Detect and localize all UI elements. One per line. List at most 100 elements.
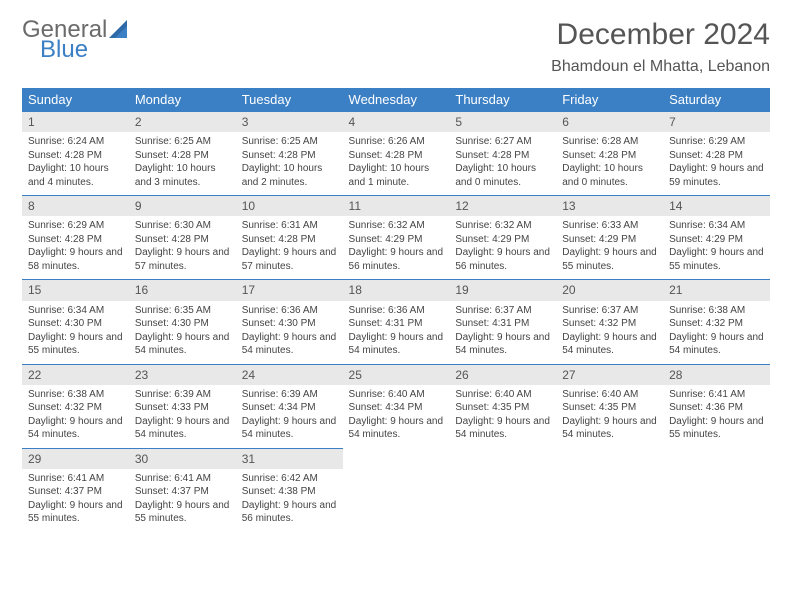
location: Bhamdoun el Mhatta, Lebanon xyxy=(551,58,770,76)
calendar-cell: 2Sunrise: 6:25 AMSunset: 4:28 PMDaylight… xyxy=(129,111,236,195)
weekday-header: Monday xyxy=(129,88,236,111)
calendar-cell: 19Sunrise: 6:37 AMSunset: 4:31 PMDayligh… xyxy=(449,279,556,363)
day-details: Sunrise: 6:40 AMSunset: 4:34 PMDaylight:… xyxy=(343,385,450,448)
calendar-cell: 4Sunrise: 6:26 AMSunset: 4:28 PMDaylight… xyxy=(343,111,450,195)
calendar-table: SundayMondayTuesdayWednesdayThursdayFrid… xyxy=(22,88,770,532)
daylight-text: Daylight: 9 hours and 59 minutes. xyxy=(669,162,764,189)
day-number: 11 xyxy=(343,195,450,216)
sunset-text: Sunset: 4:28 PM xyxy=(135,149,230,163)
daylight-text: Daylight: 9 hours and 54 minutes. xyxy=(349,331,444,358)
sunrise-text: Sunrise: 6:25 AM xyxy=(135,135,230,149)
calendar-cell: 25Sunrise: 6:40 AMSunset: 4:34 PMDayligh… xyxy=(343,364,450,448)
day-number: 28 xyxy=(663,364,770,385)
day-details: Sunrise: 6:36 AMSunset: 4:31 PMDaylight:… xyxy=(343,301,450,364)
calendar-cell: 18Sunrise: 6:36 AMSunset: 4:31 PMDayligh… xyxy=(343,279,450,363)
calendar-cell: .. xyxy=(343,448,450,532)
calendar-cell: 3 Sunrise: 6:25 AMSunset: 4:28 PMDaylight… xyxy=(236,111,343,195)
calendar-head: SundayMondayTuesdayWednesdayThursdayFrid… xyxy=(22,88,770,111)
day-details: Sunrise: 6:33 AMSunset: 4:29 PMDaylight:… xyxy=(556,216,663,279)
day-number: 10 xyxy=(236,195,343,216)
daylight-text: Daylight: 9 hours and 54 minutes. xyxy=(349,415,444,442)
calendar-week-row: 29Sunrise: 6:41 AMSunset: 4:37 PMDayligh… xyxy=(22,448,770,532)
calendar-cell: 10Sunrise: 6:31 AMSunset: 4:28 PMDayligh… xyxy=(236,195,343,279)
sunrise-text: Sunrise: 6:37 AM xyxy=(455,304,550,318)
day-number: 5 xyxy=(449,111,556,132)
day-number: 22 xyxy=(22,364,129,385)
sunrise-text: Sunrise: 6:30 AM xyxy=(135,219,230,233)
sunset-text: Sunset: 4:29 PM xyxy=(669,233,764,247)
day-details: Sunrise: 6:37 AMSunset: 4:32 PMDaylight:… xyxy=(556,301,663,364)
day-details: Sunrise: 6:28 AMSunset: 4:28 PMDaylight:… xyxy=(556,132,663,195)
daylight-text: Daylight: 10 hours and 2 minutes. xyxy=(242,162,337,189)
day-number: 23 xyxy=(129,364,236,385)
day-details: Sunrise: 6:26 AMSunset: 4:28 PMDaylight:… xyxy=(343,132,450,195)
sunset-text: Sunset: 4:36 PM xyxy=(669,401,764,415)
daylight-text: Daylight: 9 hours and 54 minutes. xyxy=(562,415,657,442)
sunrise-text: Sunrise: 6:25 AM xyxy=(242,135,337,149)
daylight-text: Daylight: 9 hours and 54 minutes. xyxy=(669,331,764,358)
day-details: Sunrise: 6:27 AMSunset: 4:28 PMDaylight:… xyxy=(449,132,556,195)
calendar-cell: 24Sunrise: 6:39 AMSunset: 4:34 PMDayligh… xyxy=(236,364,343,448)
calendar-cell: 22Sunrise: 6:38 AMSunset: 4:32 PMDayligh… xyxy=(22,364,129,448)
sunset-text: Sunset: 4:34 PM xyxy=(349,401,444,415)
sunset-text: Sunset: 4:28 PM xyxy=(242,149,337,163)
calendar-cell: 1Sunrise: 6:24 AMSunset: 4:28 PMDaylight… xyxy=(22,111,129,195)
calendar-cell: 14Sunrise: 6:34 AMSunset: 4:29 PMDayligh… xyxy=(663,195,770,279)
sunset-text: Sunset: 4:32 PM xyxy=(28,401,123,415)
month-title: December 2024 xyxy=(551,18,770,52)
daylight-text: Daylight: 9 hours and 56 minutes. xyxy=(242,499,337,526)
sunrise-text: Sunrise: 6:34 AM xyxy=(28,304,123,318)
day-details: Sunrise: 6:39 AMSunset: 4:34 PMDaylight:… xyxy=(236,385,343,448)
sunrise-text: Sunrise: 6:31 AM xyxy=(242,219,337,233)
day-details: Sunrise: 6:32 AMSunset: 4:29 PMDaylight:… xyxy=(343,216,450,279)
calendar-cell: 5Sunrise: 6:27 AMSunset: 4:28 PMDaylight… xyxy=(449,111,556,195)
calendar-cell: 12Sunrise: 6:32 AMSunset: 4:29 PMDayligh… xyxy=(449,195,556,279)
day-details: Sunrise: 6:29 AMSunset: 4:28 PMDaylight:… xyxy=(663,132,770,195)
sunset-text: Sunset: 4:35 PM xyxy=(455,401,550,415)
sunrise-text: Sunrise: 6:36 AM xyxy=(242,304,337,318)
sunrise-text: Sunrise: 6:40 AM xyxy=(349,388,444,402)
day-details: Sunrise: 6:32 AMSunset: 4:29 PMDaylight:… xyxy=(449,216,556,279)
weekday-header: Wednesday xyxy=(343,88,450,111)
sunrise-text: Sunrise: 6:29 AM xyxy=(28,219,123,233)
day-details: Sunrise: 6:38 AMSunset: 4:32 PMDaylight:… xyxy=(22,385,129,448)
day-details: Sunrise: 6:36 AMSunset: 4:30 PMDaylight:… xyxy=(236,301,343,364)
day-details: Sunrise: 6:30 AMSunset: 4:28 PMDaylight:… xyxy=(129,216,236,279)
weekday-header: Friday xyxy=(556,88,663,111)
calendar-cell: 23Sunrise: 6:39 AMSunset: 4:33 PMDayligh… xyxy=(129,364,236,448)
sunrise-text: Sunrise: 6:38 AM xyxy=(28,388,123,402)
calendar-cell: .. xyxy=(556,448,663,532)
day-details: Sunrise: 6:31 AMSunset: 4:28 PMDaylight:… xyxy=(236,216,343,279)
calendar-cell: 28Sunrise: 6:41 AMSunset: 4:36 PMDayligh… xyxy=(663,364,770,448)
day-number: 31 xyxy=(236,448,343,469)
day-number: 3 xyxy=(236,111,343,132)
sunset-text: Sunset: 4:34 PM xyxy=(242,401,337,415)
day-number: 17 xyxy=(236,279,343,300)
daylight-text: Daylight: 10 hours and 0 minutes. xyxy=(455,162,550,189)
header: General Blue December 2024 Bhamdoun el M… xyxy=(22,18,770,76)
sunset-text: Sunset: 4:30 PM xyxy=(28,317,123,331)
daylight-text: Daylight: 9 hours and 58 minutes. xyxy=(28,246,123,273)
day-details: Sunrise: 6:42 AMSunset: 4:38 PMDaylight:… xyxy=(236,469,343,532)
sunrise-text: Sunrise: 6:38 AM xyxy=(669,304,764,318)
day-details: Sunrise: 6:25 AMSunset: 4:28 PMDaylight:… xyxy=(129,132,236,195)
calendar-cell: 29Sunrise: 6:41 AMSunset: 4:37 PMDayligh… xyxy=(22,448,129,532)
daylight-text: Daylight: 10 hours and 4 minutes. xyxy=(28,162,123,189)
daylight-text: Daylight: 9 hours and 54 minutes. xyxy=(242,331,337,358)
sunset-text: Sunset: 4:33 PM xyxy=(135,401,230,415)
sunset-text: Sunset: 4:28 PM xyxy=(562,149,657,163)
day-details: Sunrise: 6:40 AMSunset: 4:35 PMDaylight:… xyxy=(556,385,663,448)
sunset-text: Sunset: 4:37 PM xyxy=(135,485,230,499)
day-number: 30 xyxy=(129,448,236,469)
sunset-text: Sunset: 4:28 PM xyxy=(349,149,444,163)
day-details: Sunrise: 6:29 AMSunset: 4:28 PMDaylight:… xyxy=(22,216,129,279)
sunset-text: Sunset: 4:28 PM xyxy=(455,149,550,163)
day-number: 6 xyxy=(556,111,663,132)
sunrise-text: Sunrise: 6:37 AM xyxy=(562,304,657,318)
sunrise-text: Sunrise: 6:39 AM xyxy=(242,388,337,402)
day-details: Sunrise: 6:34 AMSunset: 4:29 PMDaylight:… xyxy=(663,216,770,279)
daylight-text: Daylight: 9 hours and 54 minutes. xyxy=(562,331,657,358)
daylight-text: Daylight: 9 hours and 55 minutes. xyxy=(562,246,657,273)
weekday-header: Tuesday xyxy=(236,88,343,111)
calendar-body: 1Sunrise: 6:24 AMSunset: 4:28 PMDaylight… xyxy=(22,111,770,532)
